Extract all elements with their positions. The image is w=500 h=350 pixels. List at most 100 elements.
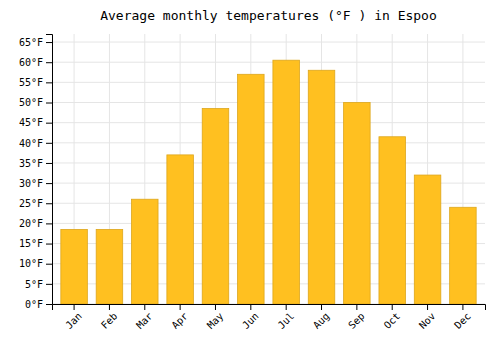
- bar: [238, 74, 265, 304]
- tick-label: 5°F: [25, 279, 43, 290]
- tick-mark: [215, 304, 216, 310]
- tick-mark: [180, 304, 181, 310]
- tick: 10°F: [19, 258, 52, 269]
- tick-mark: [46, 284, 52, 285]
- tick: 65°F: [19, 37, 52, 48]
- tick: 5°F: [25, 279, 52, 290]
- tick-mark: [46, 264, 52, 265]
- tick-label: 40°F: [19, 138, 43, 149]
- tick-label: Sep: [346, 310, 367, 331]
- tick-label: Nov: [417, 310, 438, 331]
- tick: 0°F: [25, 299, 52, 310]
- tick: 15°F: [19, 238, 52, 249]
- tick-label: Jan: [63, 310, 84, 331]
- tick-label: 55°F: [19, 77, 43, 88]
- tick-label: 0°F: [25, 299, 43, 310]
- bar: [273, 60, 300, 304]
- tick-label: 45°F: [19, 117, 43, 128]
- tick-mark: [109, 304, 110, 310]
- tick: Nov: [417, 304, 438, 331]
- tick-label: 10°F: [19, 258, 43, 269]
- tick: 55°F: [19, 77, 52, 88]
- tick-label: Feb: [99, 310, 120, 331]
- bar: [344, 103, 371, 304]
- tick: 40°F: [19, 138, 52, 149]
- bar: [61, 229, 88, 304]
- bars: [61, 60, 476, 304]
- tick-mark: [462, 304, 463, 310]
- tick: 45°F: [19, 117, 52, 128]
- tick: 35°F: [19, 158, 52, 169]
- tick: Aug: [311, 304, 332, 331]
- tick-mark: [392, 304, 393, 310]
- tick-label: Dec: [452, 310, 473, 331]
- bar: [308, 70, 335, 304]
- tick-label: 50°F: [19, 97, 43, 108]
- tick: Sep: [346, 304, 367, 331]
- tick-mark: [46, 203, 52, 204]
- tick: Mar: [134, 304, 155, 331]
- tick-mark: [46, 244, 52, 245]
- tick-label: Apr: [169, 310, 190, 331]
- grid-line: [52, 62, 485, 63]
- grid-line: [52, 122, 485, 123]
- tick-mark: [46, 62, 52, 63]
- grid: [52, 34, 485, 304]
- tick-label: 15°F: [19, 238, 43, 249]
- tick: Jun: [240, 304, 261, 331]
- tick-mark: [46, 183, 52, 184]
- tick-mark: [46, 223, 52, 224]
- axis-line: [53, 305, 486, 311]
- tick-label: Jul: [276, 310, 297, 331]
- tick-label: Mar: [134, 310, 155, 331]
- tick: 50°F: [19, 97, 52, 108]
- tick: Jul: [276, 304, 297, 331]
- tick: Oct: [382, 304, 403, 331]
- y-axis: 0°F 5°F 10°F 15°F 20°F 25°F 30°F 35°F 40°F 45°F 50…: [19, 35, 53, 310]
- tick-label: Jun: [240, 310, 261, 331]
- tick: 60°F: [19, 57, 52, 68]
- tick: Apr: [169, 304, 190, 331]
- tick: 20°F: [19, 218, 52, 229]
- tick: 30°F: [19, 178, 52, 189]
- tick-mark: [74, 304, 75, 310]
- tick-mark: [356, 304, 357, 310]
- tick-label: 65°F: [19, 37, 43, 48]
- tick-mark: [144, 304, 145, 310]
- title: Average monthly temperatures (°F ) in Es…: [100, 8, 437, 23]
- tick-mark: [46, 42, 52, 43]
- tick: Jan: [63, 304, 84, 331]
- chart: 0°F 5°F 10°F 15°F 20°F 25°F 30°F 35°F 40°F 45°F 50…: [0, 0, 500, 350]
- tick-label: May: [205, 310, 226, 331]
- tick-mark: [250, 304, 251, 310]
- bar: [414, 175, 441, 304]
- tick-mark: [46, 82, 52, 83]
- bar: [132, 199, 159, 304]
- tick-mark: [46, 123, 52, 124]
- tick-label: 30°F: [19, 178, 43, 189]
- tick-label: 25°F: [19, 198, 43, 209]
- tick-mark: [286, 304, 287, 310]
- tick-label: Oct: [382, 310, 403, 331]
- grid-line: [52, 102, 485, 103]
- x-axis: Jan Feb Mar Apr May Jun Jul Aug Sep Oct Nov Dec: [53, 304, 486, 331]
- tick-mark: [321, 304, 322, 310]
- bar: [450, 207, 477, 304]
- tick: Dec: [452, 304, 473, 331]
- plot: 0°F 5°F 10°F 15°F 20°F 25°F 30°F 35°F 40°F 45°F 50…: [19, 34, 486, 331]
- tick-label: Aug: [311, 310, 332, 331]
- tick: Feb: [99, 304, 120, 331]
- tick-mark: [427, 304, 428, 310]
- bar: [379, 137, 406, 304]
- grid-line: [52, 162, 485, 163]
- bar: [202, 109, 229, 304]
- tick-mark: [46, 103, 52, 104]
- tick-mark: [46, 304, 52, 305]
- bar: [96, 229, 123, 304]
- axis-line: [46, 35, 53, 305]
- tick-label: 20°F: [19, 218, 43, 229]
- grid-line: [52, 82, 485, 83]
- tick: 25°F: [19, 198, 52, 209]
- tick-label: 60°F: [19, 57, 43, 68]
- tick-mark: [46, 163, 52, 164]
